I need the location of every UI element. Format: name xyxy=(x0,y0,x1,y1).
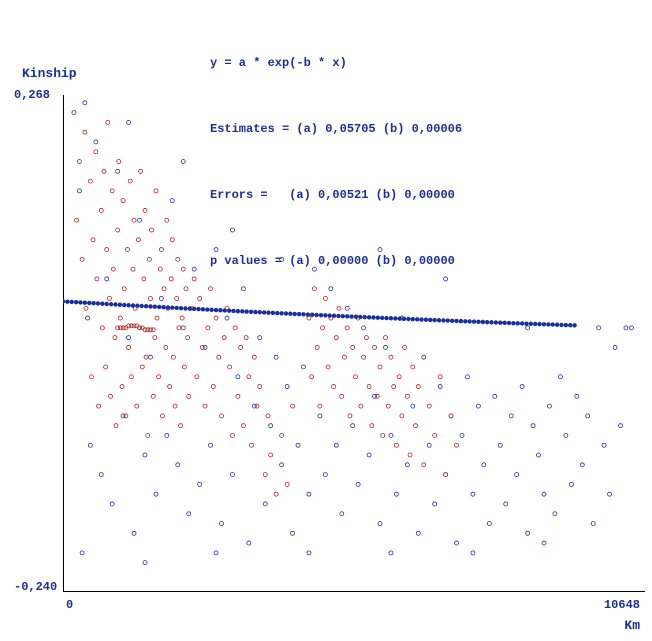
fit-curve xyxy=(63,299,577,327)
scatter-series-blue xyxy=(72,101,634,565)
x-min-tick: 0 xyxy=(66,598,73,612)
y-max-tick: 0,268 xyxy=(14,88,50,102)
fit-formula: y = a * exp(-b * x) xyxy=(210,52,462,74)
scatter-series-red xyxy=(75,120,459,496)
y-axis-title: Kinship xyxy=(22,66,77,81)
chart-container: y = a * exp(-b * x) Estimates = (a) 0,05… xyxy=(0,0,652,641)
x-max-tick: 10648 xyxy=(604,598,640,612)
y-min-tick: -0,240 xyxy=(14,580,57,594)
x-axis-title: Km xyxy=(624,618,640,633)
plot-area xyxy=(63,95,645,592)
